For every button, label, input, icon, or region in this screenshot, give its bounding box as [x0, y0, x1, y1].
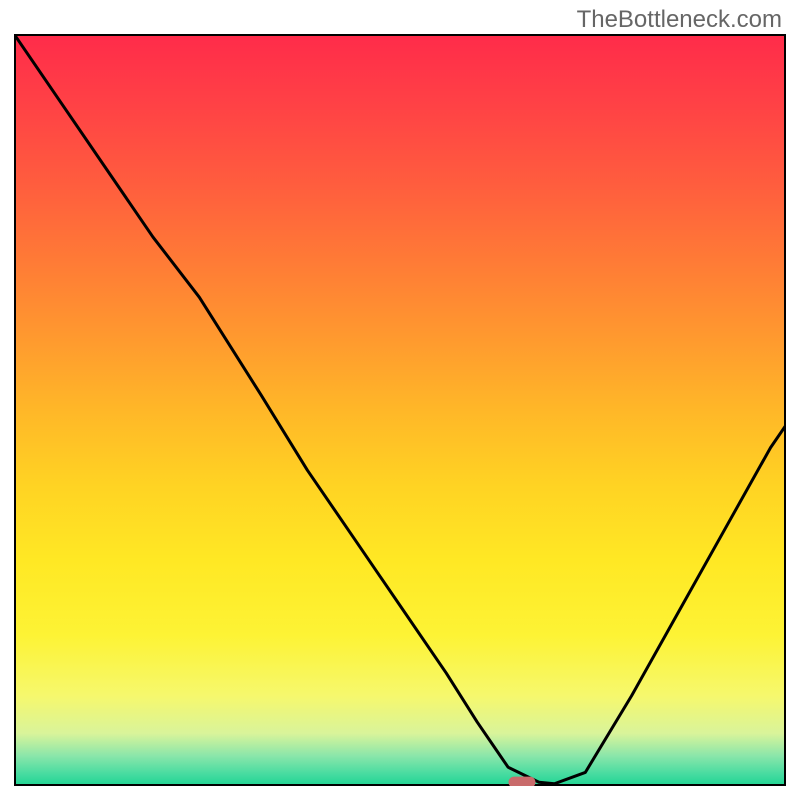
gradient-background — [14, 34, 786, 786]
plot-area — [14, 34, 786, 786]
figure-wrap: TheBottleneck.com — [0, 0, 800, 800]
watermark-text: TheBottleneck.com — [577, 6, 782, 34]
